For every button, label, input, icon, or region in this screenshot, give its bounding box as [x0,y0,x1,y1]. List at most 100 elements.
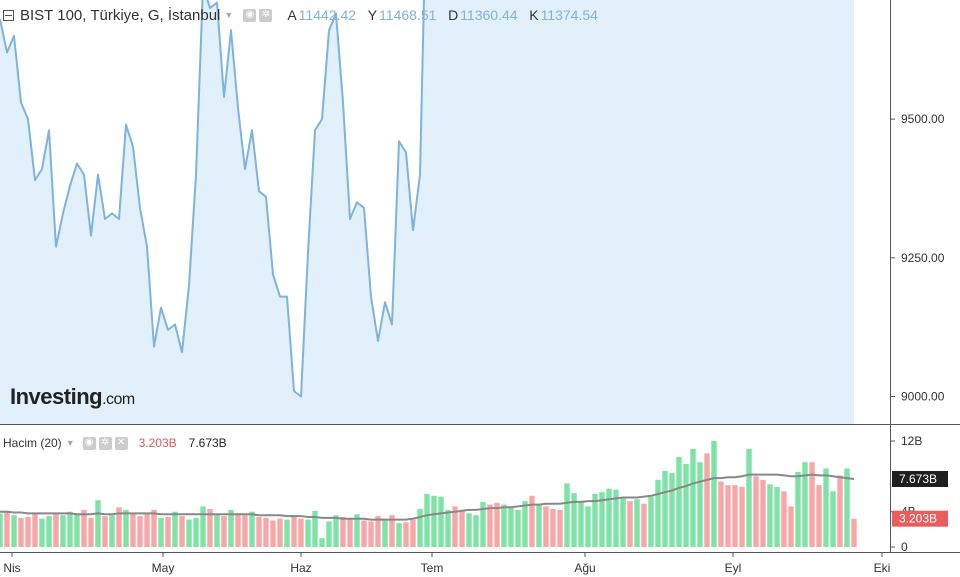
chevron-down-icon[interactable]: ▼ [224,10,234,20]
volume-tick-label: 0 [901,540,908,554]
time-tick-label: Nis [3,561,20,575]
volume-bar [410,519,416,547]
volume-bar [263,517,269,547]
volume-bar [298,518,304,547]
volume-bar [522,501,528,547]
volume-bar [746,448,752,547]
volume-bar [683,464,689,547]
volume-bar [270,520,276,547]
volume-bar [564,483,570,547]
volume-bar [655,479,661,547]
volume-bar [333,515,339,547]
volume-bar [592,494,598,547]
volume-bar [690,448,696,547]
volume-bar [767,484,773,547]
volume-bar [844,468,850,547]
volume-bar [578,501,584,547]
volume-bar [347,518,353,547]
volume-bar [109,515,115,547]
eye-icon[interactable]: ◉ [243,8,257,22]
volume-bar [529,495,535,547]
price-tick-label: 9500.00 [901,112,945,126]
volume-bar [4,510,10,547]
time-tick-label: Ağu [574,561,595,575]
volume-bar [837,475,843,547]
ohlc-values: A 11442.42 Y 11468.51 D 11360.44 K 11374.54 [287,7,598,23]
high-label: Y [367,7,378,23]
time-tick-label: Tem [421,561,444,575]
volume-bar [732,485,738,547]
volume-bar [375,516,381,547]
volume-bar [585,506,591,547]
gear-icon[interactable]: ✲ [98,436,112,450]
volume-bar [67,511,73,547]
volume-bar [207,509,213,547]
volume-bar [739,486,745,547]
volume-bar [557,509,563,547]
volume-bar [431,495,437,547]
time-tick-label: Eyl [725,561,742,575]
volume-bar [704,453,710,547]
volume-bar [501,504,507,547]
volume-bar [242,515,248,547]
volume-bar [39,518,45,547]
volume-bar [18,517,24,547]
volume-bar [718,481,724,547]
volume-bar [11,515,17,547]
volume-bar [361,520,367,547]
volume-bar [802,462,808,547]
volume-bar [193,517,199,547]
volume-ma-tag [892,470,948,487]
gear-icon[interactable]: ✲ [259,8,273,22]
volume-bar [711,441,717,547]
volume-bar [795,471,801,547]
volume-bar [487,504,493,547]
investing-logo: Investing.com [10,384,135,410]
volume-bar [326,521,332,547]
volume-bar [662,471,668,547]
logo-text: Investing [10,384,103,409]
volume-bar [0,513,3,547]
volume-bar [123,509,129,547]
price-area [0,0,854,424]
volume-bar [508,506,514,547]
volume-bar [753,476,759,547]
chevron-down-icon[interactable]: ▼ [65,438,75,448]
volume-bar [382,518,388,547]
volume-bar [494,502,500,547]
volume-bar [543,506,549,547]
close-label: K [529,7,539,23]
volume-bar [256,517,262,547]
volume-bar [466,513,472,547]
volume-bar [550,509,556,547]
collapse-icon[interactable] [3,9,14,21]
close-icon[interactable]: ✕ [114,436,128,450]
volume-bar [417,509,423,547]
low-value: 11360.44 [460,7,518,23]
volume-ma-line [0,473,855,521]
volume-indicator-name[interactable]: Hacim (20) [3,436,62,450]
volume-bar [137,516,143,547]
volume-bar [319,538,325,547]
eye-icon[interactable]: ◉ [82,436,96,450]
volume-bar [32,513,38,547]
volume-bar [368,521,374,547]
volume-bar [165,517,171,547]
volume-bar [284,519,290,547]
volume-bar [102,516,108,547]
volume-bar [438,496,444,547]
volume-bar [571,493,577,547]
volume-bar [116,507,122,548]
price-line [0,0,425,398]
volume-bar [830,491,836,547]
instrument-title[interactable]: BIST 100, Türkiye, G, İstanbul [20,6,221,24]
volume-bar [676,456,682,547]
volume-bar [697,462,703,547]
volume-bar [354,514,360,547]
volume-bar [480,501,486,547]
volume-bar [291,516,297,547]
volume-bar [445,509,451,547]
volume-bar [452,506,458,547]
volume-bar [305,519,311,547]
